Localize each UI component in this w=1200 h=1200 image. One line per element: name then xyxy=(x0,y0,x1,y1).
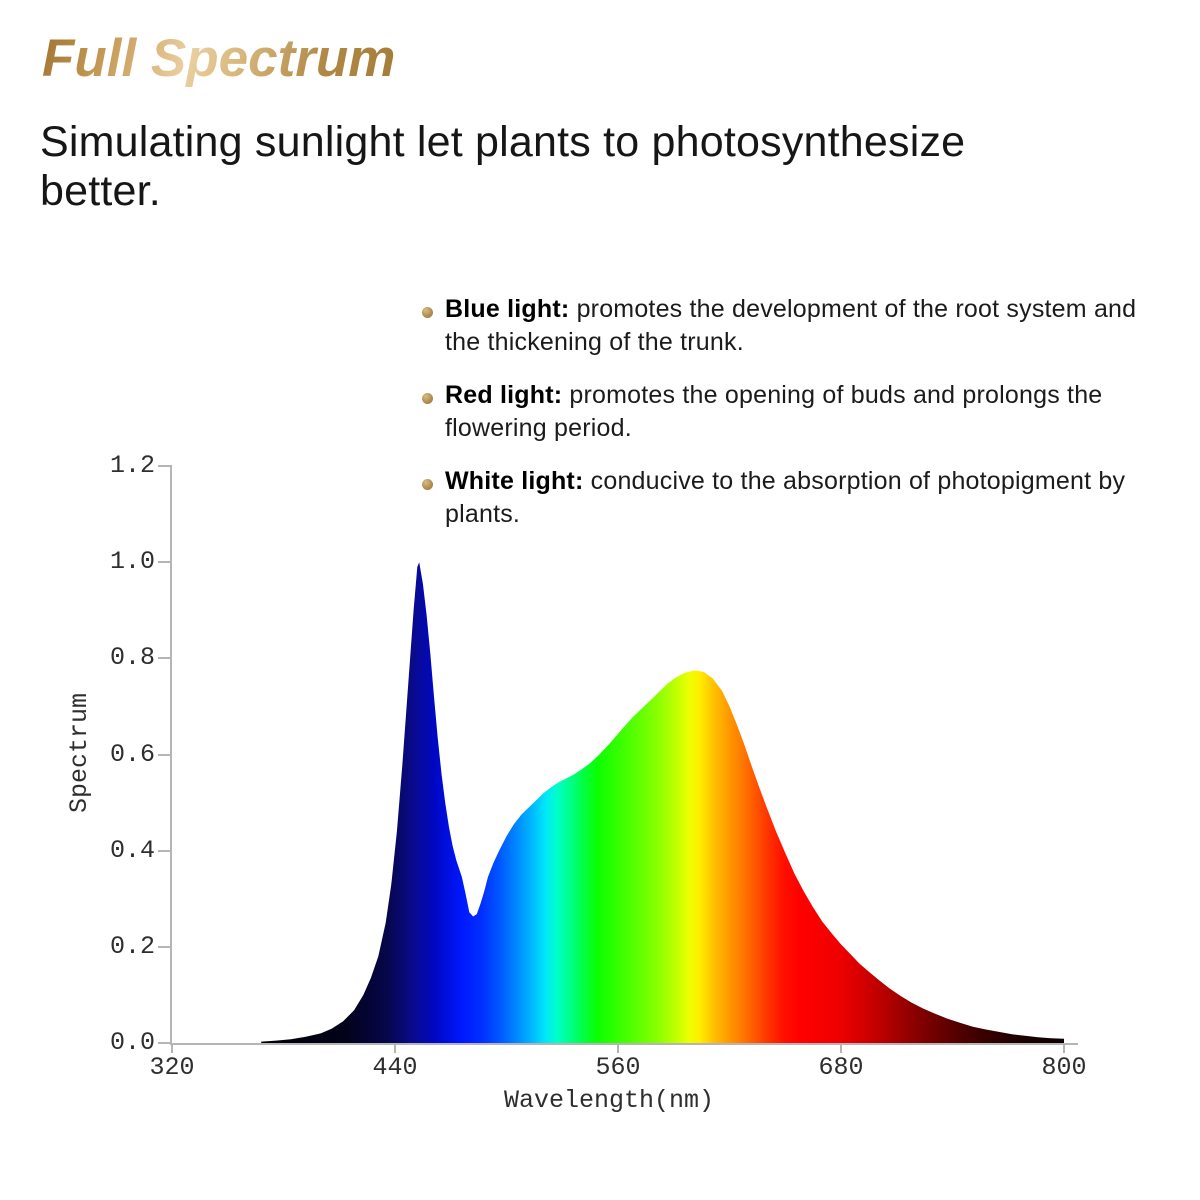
y-tick-mark xyxy=(158,657,171,660)
x-tick-label: 800 xyxy=(1041,1053,1087,1082)
light-benefits-list: Blue light: promotes the development of … xyxy=(422,293,1182,551)
y-tick-mark xyxy=(158,753,171,756)
y-tick-label: 0.8 xyxy=(109,643,155,673)
x-tick-mark xyxy=(1063,1044,1065,1053)
list-item-blue-light: Blue light: promotes the development of … xyxy=(422,293,1182,359)
bullet-description: promotes the development of the root sys… xyxy=(445,295,1137,356)
y-tick-label: 0.0 xyxy=(109,1028,155,1057)
x-tick-label: 680 xyxy=(818,1053,864,1082)
y-tick-label: 1.0 xyxy=(109,547,155,577)
y-tick-label: 0.2 xyxy=(109,931,155,961)
bullet-dot-icon xyxy=(422,479,433,490)
list-item-white-light: White light: conducive to the absorption… xyxy=(422,465,1182,531)
y-tick-mark xyxy=(158,945,171,948)
x-axis-line xyxy=(170,1043,1078,1045)
page-subtitle: Simulating sunlight let plants to photos… xyxy=(40,118,966,215)
bullet-label: White light: xyxy=(445,467,584,495)
bullet-description: promotes the opening of buds and prolong… xyxy=(445,381,1103,442)
bullet-text: Red light: promotes the opening of buds … xyxy=(445,379,1102,445)
page-title: Full Spectrum xyxy=(42,29,396,88)
bullet-dot-icon xyxy=(422,307,433,318)
bullet-label: Blue light: xyxy=(445,295,570,323)
bullet-dot-icon xyxy=(422,393,433,404)
x-tick-mark xyxy=(840,1044,842,1053)
spectrum-curve xyxy=(261,562,1064,1043)
y-tick-mark xyxy=(158,849,171,852)
x-tick-mark xyxy=(394,1044,396,1053)
x-axis-title: Wavelength(nm) xyxy=(503,1086,715,1115)
bullet-text: White light: conducive to the absorption… xyxy=(445,465,1125,531)
bullet-description: conducive to the absorption of photopigm… xyxy=(445,467,1126,528)
y-tick-label: 0.4 xyxy=(109,835,155,865)
y-tick-mark xyxy=(158,465,171,467)
x-tick-label: 440 xyxy=(372,1053,418,1082)
x-tick-mark xyxy=(617,1044,619,1053)
x-tick-label: 320 xyxy=(149,1053,195,1082)
y-tick-label: 0.6 xyxy=(109,739,155,769)
x-tick-mark xyxy=(171,1044,173,1053)
y-tick-mark xyxy=(158,561,171,564)
bullet-label: Red light: xyxy=(445,381,563,409)
x-tick-label: 560 xyxy=(595,1053,641,1082)
list-item-red-light: Red light: promotes the opening of buds … xyxy=(422,379,1182,445)
bullet-text: Blue light: promotes the development of … xyxy=(445,293,1136,359)
spectrum-area-plot xyxy=(261,562,1064,1043)
y-tick-mark xyxy=(158,1042,171,1044)
y-axis-line xyxy=(170,465,172,1045)
y-tick-label: 1.2 xyxy=(109,451,155,480)
